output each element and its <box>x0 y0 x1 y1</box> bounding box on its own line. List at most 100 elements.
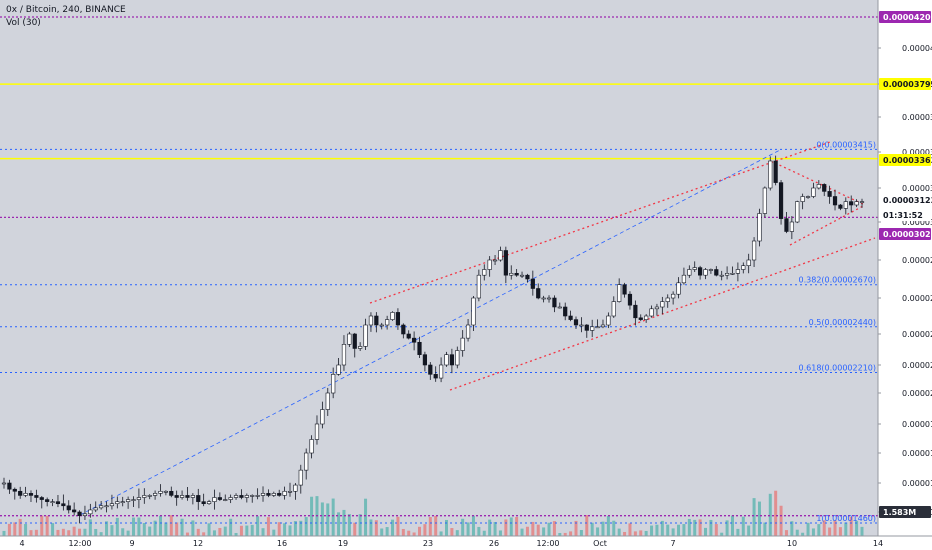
volume-bar <box>698 519 702 536</box>
triangle-lower-line[interactable] <box>789 204 866 246</box>
candle-body <box>93 507 98 511</box>
candle-body <box>158 490 163 494</box>
candle-body <box>223 499 228 501</box>
volume-bar <box>67 530 71 536</box>
candle-body <box>525 274 530 280</box>
volume-bar <box>768 493 772 536</box>
volume-bar <box>56 529 60 536</box>
candle-body <box>331 374 336 394</box>
candle-body <box>638 317 643 320</box>
candle-body <box>811 187 816 197</box>
candle-body <box>498 250 503 261</box>
candle-body <box>271 493 276 496</box>
candle-body <box>287 490 293 493</box>
candle-body <box>1 482 7 485</box>
volume-bar <box>579 529 583 536</box>
candle-body <box>827 191 832 197</box>
time-tick-label: 10 <box>787 539 797 548</box>
candle-body <box>66 505 71 511</box>
candle-body <box>45 499 50 502</box>
candle-body <box>822 184 827 192</box>
volume-bar <box>261 528 265 536</box>
price-label-bg <box>879 228 931 240</box>
volume-bar <box>385 527 389 536</box>
volume-bar <box>202 532 206 536</box>
volume-bar <box>45 515 49 536</box>
price-tick-label: 0.00003200 <box>902 184 932 193</box>
volume-bar <box>709 519 713 536</box>
volume-bar <box>418 526 422 536</box>
candle-body <box>730 272 735 275</box>
candle-body <box>698 267 703 276</box>
volume-bar <box>488 519 492 536</box>
candle-body <box>519 274 525 277</box>
volume-bar <box>855 520 859 536</box>
triangle-upper-line[interactable] <box>774 162 866 206</box>
volume-bar <box>774 490 778 536</box>
candle-body <box>341 344 347 366</box>
volume-bar <box>299 520 303 536</box>
volume-bar <box>142 523 146 536</box>
volume-bar <box>828 527 832 536</box>
fibonacci-retracement[interactable]: 0(0.00003415) 0.382(0.00002670) 0.5(0.0000… <box>0 140 878 524</box>
volume-bar <box>229 518 233 536</box>
volume-bar <box>736 528 740 536</box>
candle-body <box>88 509 93 515</box>
fib-trend-line[interactable] <box>79 149 781 516</box>
horizontal-levels[interactable] <box>0 0 878 518</box>
candle-body <box>444 354 449 366</box>
candle-body <box>131 499 136 501</box>
volume-bar <box>801 532 805 536</box>
candle-body <box>142 495 147 498</box>
candle-body <box>671 293 676 299</box>
fib-level-label: 0(0.00003415) <box>816 140 876 149</box>
candle-body <box>536 288 541 299</box>
candle-body <box>163 490 168 493</box>
volume-bar <box>687 518 691 536</box>
volume-bar <box>191 520 195 536</box>
time-tick-label: 12 <box>193 539 203 548</box>
candle-body <box>185 495 190 498</box>
volume-bar <box>714 524 718 536</box>
volume-bar <box>450 528 454 536</box>
trendline-drawings[interactable] <box>79 141 876 516</box>
volume-bar <box>326 503 330 536</box>
volume-bar <box>601 521 605 536</box>
volume-bar <box>558 532 562 536</box>
volume-bar <box>320 502 324 536</box>
candle-body <box>503 250 508 276</box>
candle-body <box>665 297 670 302</box>
volume-bar <box>623 531 627 536</box>
candle-body <box>352 333 357 349</box>
price-label-text: 0.00004202 <box>883 13 932 22</box>
candle-body <box>838 204 843 209</box>
candle-body <box>735 269 740 274</box>
candle-body <box>174 495 179 498</box>
candle-body <box>336 364 341 375</box>
volume-bar <box>239 525 243 536</box>
volume-bar <box>153 520 157 536</box>
channel-upper-line[interactable] <box>369 141 831 304</box>
volume-bar <box>515 517 519 536</box>
candle-body <box>843 201 848 209</box>
candle-body <box>514 272 519 276</box>
price-label-text: 0.00003799 <box>883 80 932 89</box>
candle-body <box>239 495 244 498</box>
volume-bar <box>51 523 55 536</box>
volume-bar <box>40 515 44 536</box>
candle-body <box>541 297 546 300</box>
volume-bar <box>817 524 821 536</box>
candle-body <box>611 301 616 317</box>
volume-bar <box>844 522 848 536</box>
volume-bar <box>288 525 292 536</box>
volume-bar <box>110 525 114 536</box>
price-tick-label: 0.00001800 <box>902 449 932 458</box>
volume-bar <box>811 528 815 536</box>
legend: 0x / Bitcoin, 240, BINANCE Vol (30) <box>6 4 126 30</box>
candle-body <box>617 284 622 302</box>
candle-body <box>644 315 649 320</box>
candle-body <box>482 269 487 276</box>
candle-body <box>260 493 266 496</box>
candle-body <box>428 364 433 375</box>
